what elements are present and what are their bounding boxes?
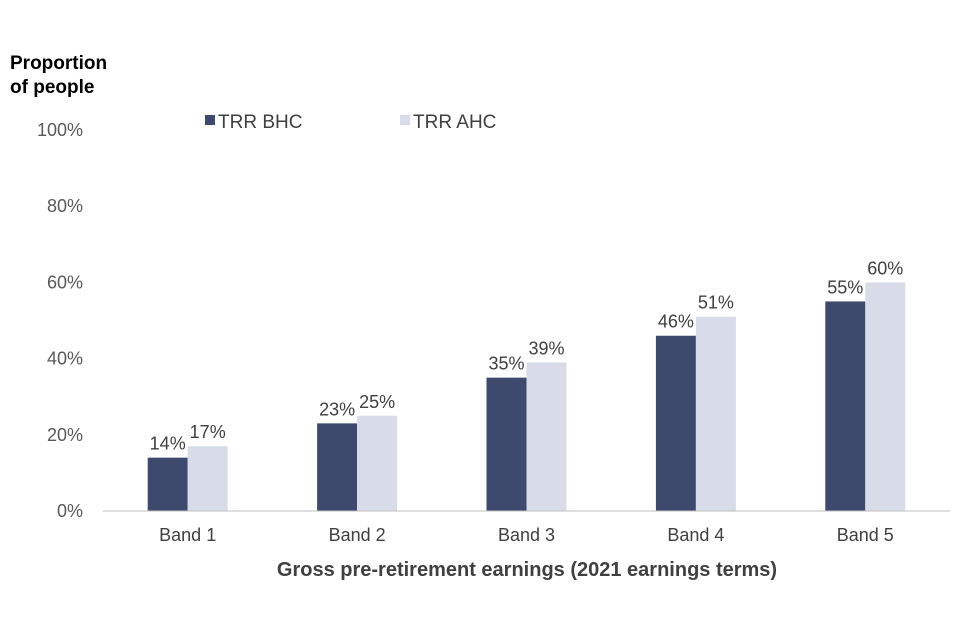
category-label: Band 2 <box>329 525 386 545</box>
bar-trr-bhc-band-5 <box>825 301 866 511</box>
y-tick-label: 60% <box>47 272 83 292</box>
value-labels: 14%17% 23% 25% 35%39% 46%51% 55%60% <box>150 258 904 453</box>
data-label: 25% <box>359 392 395 412</box>
y-tick-label: 40% <box>47 349 83 369</box>
y-tick-label: 80% <box>47 196 83 216</box>
y-tick-label: 100% <box>37 120 83 140</box>
legend-swatch <box>205 115 215 125</box>
bar-trr-bhc-band-2 <box>317 423 358 511</box>
category-label: Band 3 <box>498 525 555 545</box>
y-axis-title: Proportion of people <box>10 53 107 98</box>
data-label: 35% <box>488 354 524 374</box>
category-label: Band 5 <box>837 525 894 545</box>
data-label: 51% <box>698 293 734 313</box>
y-tick-label: 0% <box>57 501 83 521</box>
legend-entry: TRR AHC <box>413 112 496 133</box>
bars <box>147 282 906 511</box>
x-axis-title: Gross pre-retirement earnings (2021 earn… <box>277 559 777 581</box>
data-label: 14% <box>150 434 186 454</box>
bar-trr-ahc-band-2 <box>357 415 398 511</box>
data-label: 39% <box>528 338 564 358</box>
data-label: 55% <box>827 277 863 297</box>
bar-trr-ahc-band-1 <box>187 446 228 511</box>
y-axis-title-line-1: Proportion <box>10 53 107 74</box>
legend: TRR BHC TRR AHC <box>205 112 496 133</box>
bar-trr-bhc-band-3 <box>486 377 527 511</box>
y-tick-label: 20% <box>47 425 83 445</box>
bar-trr-ahc-band-3 <box>526 362 567 511</box>
category-label: Band 4 <box>667 525 724 545</box>
data-label: 46% <box>658 312 694 332</box>
bar-trr-ahc-band-4 <box>695 316 736 511</box>
bar-trr-ahc-band-5 <box>865 282 906 511</box>
legend-swatch <box>400 115 410 125</box>
legend-entry: TRR BHC <box>218 112 302 133</box>
data-label: 17% <box>190 422 226 442</box>
bar-trr-bhc-band-4 <box>655 335 696 511</box>
category-label: Band 1 <box>159 525 216 545</box>
bar-trr-bhc-band-1 <box>147 457 188 511</box>
y-axis-ticks: 0% 20% 40% 60% 80% 100% <box>37 120 83 521</box>
data-label: 23% <box>319 399 355 419</box>
y-axis-title-line-2: of people <box>10 77 94 98</box>
data-label: 60% <box>867 258 903 278</box>
category-labels: Band 1 Band 2 Band 3 Band 4 Band 5 <box>159 525 894 545</box>
